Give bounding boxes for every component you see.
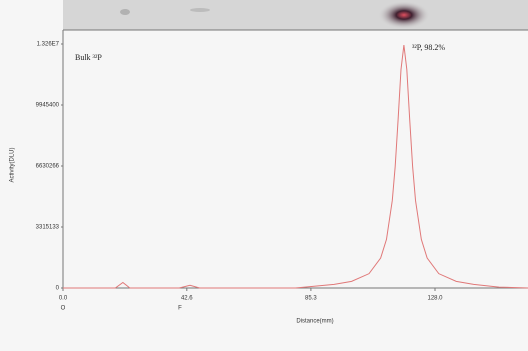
annotation: ³²P, 98.2%: [412, 43, 445, 52]
front-label: F: [178, 306, 182, 312]
autoradiograph-strip: [63, 0, 528, 30]
smudge: [120, 9, 130, 15]
y-tick-label: 1.326E7: [37, 42, 60, 48]
y-tick-label: 6630266: [36, 164, 60, 170]
x-tick-label: 85.3: [305, 296, 317, 302]
y-tick-label: 9945400: [36, 103, 60, 109]
x-tick-label: 42.6: [181, 296, 193, 302]
origin-label: O: [61, 306, 66, 312]
radioactive-spot: [378, 1, 430, 29]
x-tick-label: 0.0: [59, 296, 68, 302]
smudge: [190, 8, 210, 12]
annotation: Bulk ³²P: [75, 53, 102, 62]
x-tick-label: 128.0: [427, 296, 443, 302]
y-tick-label: 3315133: [36, 225, 60, 231]
chart: Activity(DLU) Distance(mm) Bulk ³²P ³²P,…: [0, 0, 528, 351]
x-axis-label: Distance(mm): [296, 319, 333, 325]
y-axis-label: Activity(DLU): [10, 147, 16, 182]
